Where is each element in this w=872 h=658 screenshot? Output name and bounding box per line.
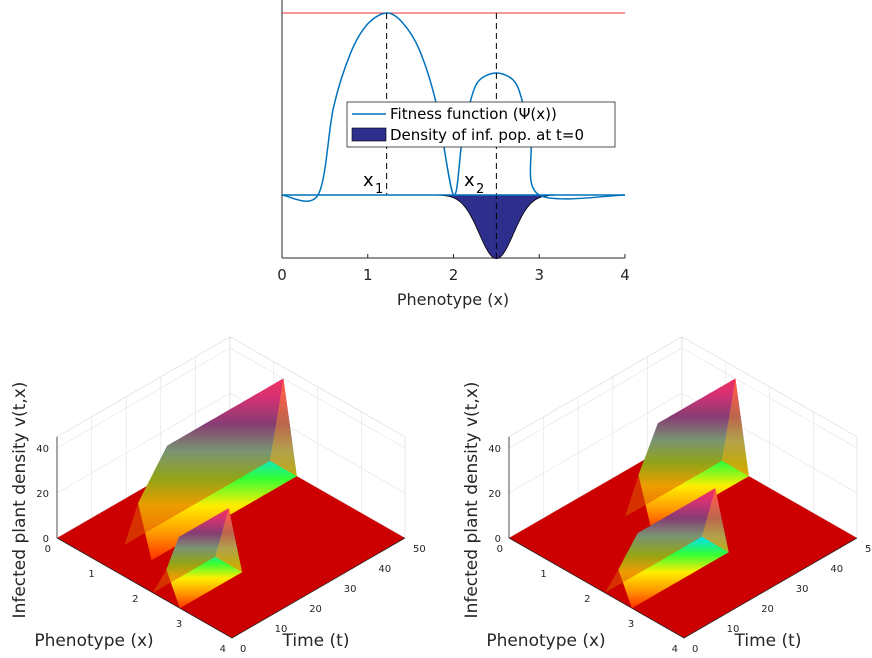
density-tick-label: 0 <box>43 534 49 545</box>
phenotype-tick-label: 0 <box>45 544 51 555</box>
time-tick-label: 30 <box>796 584 809 595</box>
density-tick-label: 40 <box>36 444 49 455</box>
density-tick-label: 40 <box>488 444 501 455</box>
legend-entry-density: Density of inf. pop. at t=0 <box>390 126 584 144</box>
density-tick-label: 20 <box>36 489 49 500</box>
phenotype-tick-label: 2 <box>584 594 590 605</box>
phenotype-tick-label: 0 <box>497 544 503 555</box>
x-tick-label: 3 <box>534 266 544 284</box>
time-tick-label: 50 <box>865 544 872 555</box>
grid-line <box>508 392 858 494</box>
time-tick-label: 20 <box>309 604 322 615</box>
x-tick-label: 1 <box>363 266 373 284</box>
ridge-1-cap <box>269 378 297 477</box>
annotation-x1-sub: 1 <box>375 182 383 197</box>
ridge-1-back <box>124 378 284 545</box>
grid-line <box>508 347 858 449</box>
time-tick-label: 0 <box>692 644 698 655</box>
grid-line <box>56 392 406 494</box>
phenotype-axis-label: Phenotype (x) <box>486 631 605 651</box>
time-axis-label: Time (t) <box>282 631 350 651</box>
annotation-x1: x 1 <box>363 170 383 197</box>
legend-swatch-density <box>351 127 387 142</box>
time-tick-label: 40 <box>378 564 391 575</box>
annotation-x2-base: x <box>464 170 475 191</box>
legend: Fitness function (Ψ(x)) Density of inf. … <box>346 101 616 148</box>
annotation-x1-base: x <box>363 170 374 191</box>
ridge-2-cap <box>701 488 729 553</box>
front-axes <box>508 537 858 639</box>
phenotype-tick-label: 4 <box>672 644 678 655</box>
phenotype-tick-label: 2 <box>132 594 138 605</box>
x-ticks: 0 1 2 3 4 <box>277 254 630 284</box>
legend-box <box>346 101 616 148</box>
x-axis-label: Phenotype (x) <box>397 290 509 309</box>
time-tick-label: 50 <box>413 544 426 555</box>
phenotype-axis-label: Phenotype (x) <box>34 631 153 651</box>
ridge-2-back <box>604 488 716 593</box>
x-tick-label: 0 <box>277 266 287 284</box>
grid-line <box>56 347 406 449</box>
ridge-2-cap <box>215 508 243 573</box>
ridge-1-cap <box>721 378 749 477</box>
ridge-1-back <box>625 378 736 517</box>
time-tick-label: 20 <box>761 604 774 615</box>
phenotype-tick-label: 1 <box>540 569 546 580</box>
phenotype-tick-label: 3 <box>628 619 634 630</box>
density-tick-label: 20 <box>488 489 501 500</box>
phenotype-tick-label: 3 <box>176 619 182 630</box>
annotation-x2: x 2 <box>464 170 484 197</box>
ridge-2-back <box>152 508 229 593</box>
x-tick-label: 2 <box>449 266 459 284</box>
time-tick-label: 10 <box>275 624 288 635</box>
time-tick-label: 30 <box>344 584 357 595</box>
density-area <box>282 194 625 260</box>
fitness-chart: 0 1 2 3 4 x 1 x 2 Fitness function (Ψ(x)) De… <box>277 0 630 309</box>
time-tick-label: 10 <box>727 624 740 635</box>
density-tick-label: 0 <box>495 534 501 545</box>
phenotype-tick-label: 4 <box>220 644 226 655</box>
z-axis-label: Infected plant density v(t,x) <box>462 382 482 619</box>
z-axis-label: Infected plant density v(t,x) <box>10 382 30 619</box>
x-tick-label: 4 <box>620 266 630 284</box>
legend-entry-fitness: Fitness function (Ψ(x)) <box>390 105 557 123</box>
phenotype-tick-label: 1 <box>88 569 94 580</box>
time-tick-label: 0 <box>240 644 246 655</box>
front-axes <box>56 537 406 639</box>
time-tick-label: 40 <box>830 564 843 575</box>
time-axis-label: Time (t) <box>734 631 802 651</box>
annotation-x2-sub: 2 <box>476 182 484 197</box>
